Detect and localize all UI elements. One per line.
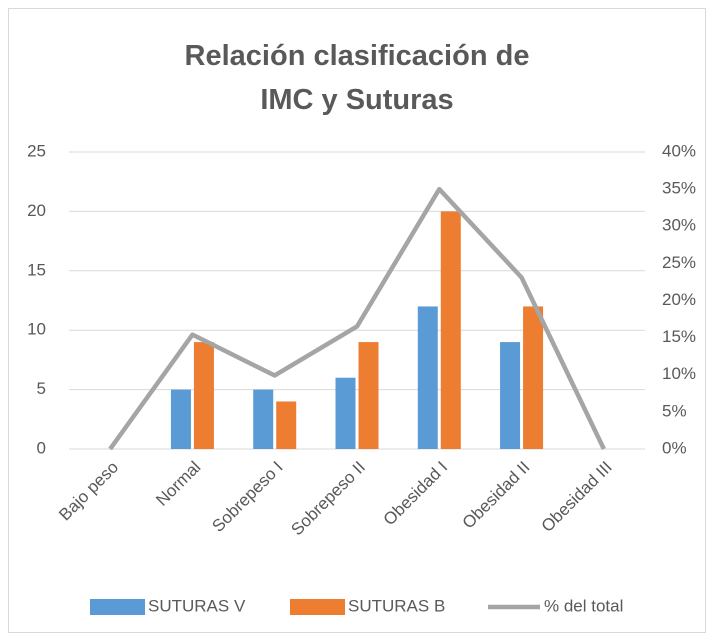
line-series bbox=[108, 186, 606, 451]
y-tick-label: 15 bbox=[27, 260, 46, 279]
y-tick-label: 0 bbox=[37, 438, 46, 457]
y2-tick-label: 5% bbox=[662, 401, 687, 420]
y-tick-label: 5 bbox=[37, 379, 46, 398]
y-tick-label: 20 bbox=[27, 201, 46, 220]
y2-tick-label: 0% bbox=[662, 438, 687, 457]
legend-label: % del total bbox=[544, 596, 623, 615]
bar bbox=[170, 389, 191, 449]
bar bbox=[253, 389, 274, 449]
bar bbox=[500, 342, 521, 449]
bar bbox=[276, 401, 297, 449]
y-tick-label: 25 bbox=[27, 141, 46, 160]
y2-tick-label: 15% bbox=[662, 327, 696, 346]
chart-border bbox=[8, 8, 706, 633]
legend-swatch bbox=[290, 599, 345, 615]
y2-tick-label: 35% bbox=[662, 179, 696, 198]
bar bbox=[523, 306, 544, 449]
y2-tick-label: 10% bbox=[662, 364, 696, 383]
y2-tick-label: 20% bbox=[662, 290, 696, 309]
bar bbox=[440, 211, 461, 449]
bar bbox=[193, 342, 214, 449]
legend-swatch bbox=[90, 599, 145, 615]
y2-tick-label: 40% bbox=[662, 141, 696, 160]
bar bbox=[358, 342, 379, 449]
y2-tick-label: 30% bbox=[662, 216, 696, 235]
bar bbox=[335, 377, 356, 449]
legend-label: SUTURAS V bbox=[148, 596, 246, 615]
bar bbox=[417, 306, 438, 449]
y-tick-label: 10 bbox=[27, 320, 46, 339]
chart-title: Relación clasificación de IMC y Suturas bbox=[184, 40, 530, 116]
y2-tick-label: 25% bbox=[662, 253, 696, 272]
legend-label: SUTURAS B bbox=[348, 596, 445, 615]
